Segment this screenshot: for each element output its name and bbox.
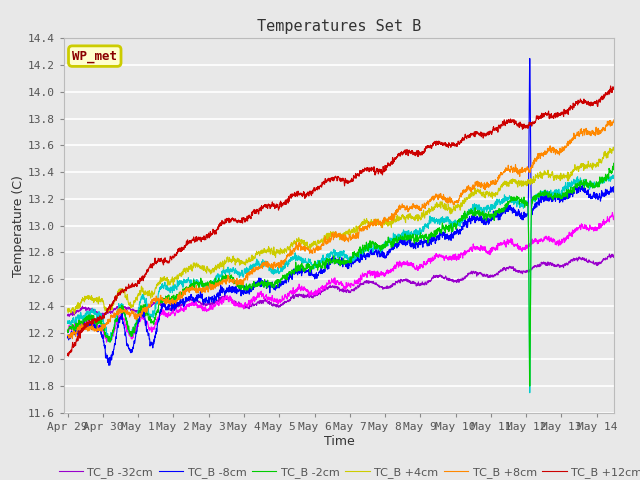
TC_B -4cm [216,273,224,278]
TC_B -2cm [394,238,402,243]
Line: TC_B -2cm: TC_B -2cm [68,163,614,386]
TC_B -2cm [64,327,72,333]
X-axis label: Time: Time [324,434,355,448]
TC_B -8cm [611,186,618,192]
Y-axis label: Temperature (C): Temperature (C) [12,175,25,276]
TC_B -32cm [100,314,108,320]
TC_B -16cm [609,210,616,216]
TC_B -4cm [64,320,72,326]
TC_B -8cm [559,199,566,205]
TC_B -8cm [394,243,402,249]
TC_B -4cm [609,172,617,178]
TC_B +12cm [607,83,614,89]
TC_B -32cm [394,278,402,284]
TC_B -4cm [181,278,189,284]
TC_B +12cm [394,153,402,159]
Title: Temperatures Set B: Temperatures Set B [257,20,421,35]
TC_B -2cm [611,166,618,172]
TC_B -4cm [611,174,618,180]
TC_B -16cm [181,307,189,312]
TC_B +8cm [611,117,618,123]
TC_B +4cm [609,144,617,150]
TC_B -4cm [404,228,412,234]
TC_B +4cm [404,214,412,219]
TC_B -2cm [216,281,224,287]
TC_B -16cm [559,240,566,246]
TC_B -16cm [64,328,72,334]
TC_B -16cm [404,262,412,267]
TC_B +4cm [559,173,566,179]
TC_B -32cm [216,296,224,301]
TC_B +12cm [64,352,72,358]
Legend: TC_B -32cm, TC_B -16cm, TC_B -8cm, TC_B -4cm, TC_B -2cm, TC_B +4cm, TC_B +8cm, T: TC_B -32cm, TC_B -16cm, TC_B -8cm, TC_B … [58,467,640,480]
TC_B -16cm [611,213,618,218]
TC_B +8cm [611,117,618,122]
TC_B +12cm [611,85,618,91]
TC_B -8cm [64,335,72,341]
TC_B -2cm [611,166,618,172]
TC_B +12cm [404,151,412,157]
TC_B -32cm [611,254,618,260]
TC_B -32cm [64,312,72,318]
TC_B -32cm [181,299,189,305]
TC_B -16cm [611,212,618,218]
TC_B -32cm [611,254,618,260]
Line: TC_B -8cm: TC_B -8cm [68,59,614,365]
TC_B +12cm [65,353,72,359]
TC_B -2cm [181,286,189,292]
TC_B -2cm [404,237,412,242]
TC_B +8cm [404,209,412,215]
Line: TC_B -16cm: TC_B -16cm [68,213,614,342]
TC_B -32cm [404,278,412,284]
TC_B +12cm [181,243,189,249]
TC_B -8cm [611,186,618,192]
TC_B +4cm [181,265,189,271]
TC_B -2cm [526,383,534,389]
TC_B +8cm [64,333,72,338]
TC_B -16cm [216,298,224,303]
TC_B +4cm [611,147,618,153]
TC_B +12cm [559,110,566,116]
TC_B +12cm [611,87,618,93]
TC_B +4cm [64,307,72,313]
TC_B +4cm [394,216,402,221]
Text: WP_met: WP_met [72,49,117,62]
TC_B -4cm [526,390,534,396]
TC_B -8cm [181,301,189,307]
TC_B +8cm [216,281,224,287]
Line: TC_B -4cm: TC_B -4cm [68,175,614,393]
TC_B -8cm [105,362,113,368]
Line: TC_B +4cm: TC_B +4cm [68,147,614,314]
TC_B -32cm [559,263,566,269]
TC_B +8cm [68,336,76,341]
TC_B -16cm [394,263,402,268]
TC_B +8cm [559,148,566,154]
TC_B +8cm [181,291,189,297]
TC_B -16cm [103,339,111,345]
TC_B +4cm [216,261,224,266]
TC_B +4cm [70,311,78,317]
TC_B -2cm [559,190,566,196]
TC_B +12cm [216,222,224,228]
TC_B -8cm [216,289,224,295]
TC_B -4cm [559,188,566,194]
Line: TC_B -32cm: TC_B -32cm [68,254,614,317]
TC_B +8cm [611,119,618,124]
TC_B -8cm [404,238,412,244]
TC_B -8cm [526,56,534,61]
TC_B -32cm [605,251,613,257]
TC_B -4cm [611,173,618,179]
TC_B -2cm [610,160,618,166]
TC_B +8cm [394,206,402,212]
TC_B -4cm [394,231,402,237]
Line: TC_B +12cm: TC_B +12cm [68,86,614,356]
Line: TC_B +8cm: TC_B +8cm [68,120,614,338]
TC_B +4cm [611,148,618,154]
